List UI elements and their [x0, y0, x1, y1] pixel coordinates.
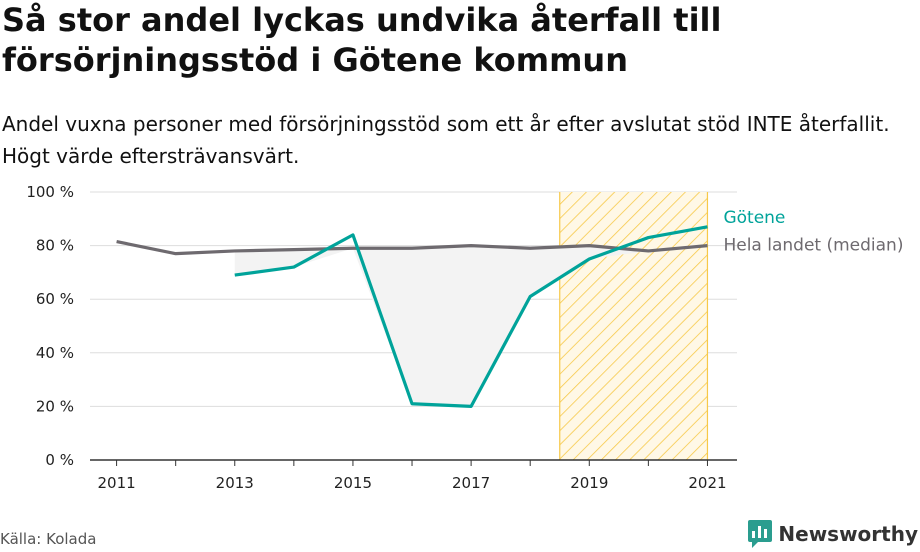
- series-line-gotene: [234, 225, 708, 408]
- x-tick-label: 2017: [452, 474, 490, 492]
- y-tick-label: 100 %: [26, 183, 74, 201]
- x-tick-label: 2011: [97, 474, 135, 492]
- newsworthy-icon: [748, 520, 773, 548]
- source-note: Källa: Kolada: [0, 530, 97, 548]
- series-label-gotene: Götene: [723, 208, 785, 228]
- series-labels: Götene Hela landet (median): [723, 208, 903, 256]
- series-lines: [116, 225, 708, 408]
- gap-area: [234, 245, 708, 407]
- x-tick-label: 2021: [688, 474, 726, 492]
- series-label-median: Hela landet (median): [723, 236, 903, 256]
- y-tick-label: 0 %: [45, 451, 74, 469]
- chart-title: Så stor andel lyckas undvika återfall ti…: [2, 1, 722, 79]
- x-tick-label: 2013: [216, 474, 254, 492]
- y-tick-label: 60 %: [36, 290, 74, 308]
- brand-name: Newsworthy: [778, 522, 918, 546]
- y-tick-label: 20 %: [36, 397, 74, 415]
- x-tick-label: 2015: [334, 474, 372, 492]
- y-tick-label: 80 %: [36, 237, 74, 255]
- series-line-median: [116, 240, 708, 256]
- highlight-region: [559, 192, 709, 460]
- highlight-area: [559, 192, 708, 460]
- newsworthy-logo: Newsworthy: [748, 520, 918, 548]
- chart-subtitle: Andel vuxna personer med försörjningsstö…: [2, 112, 890, 168]
- axes: 0 % 20 % 40 % 60 % 80 % 100 % 2011 2013 2015 2017…: [26, 183, 737, 492]
- x-tick-label: 2019: [570, 474, 608, 492]
- y-tick-label: 40 %: [36, 344, 74, 362]
- difference-fill: [234, 245, 708, 407]
